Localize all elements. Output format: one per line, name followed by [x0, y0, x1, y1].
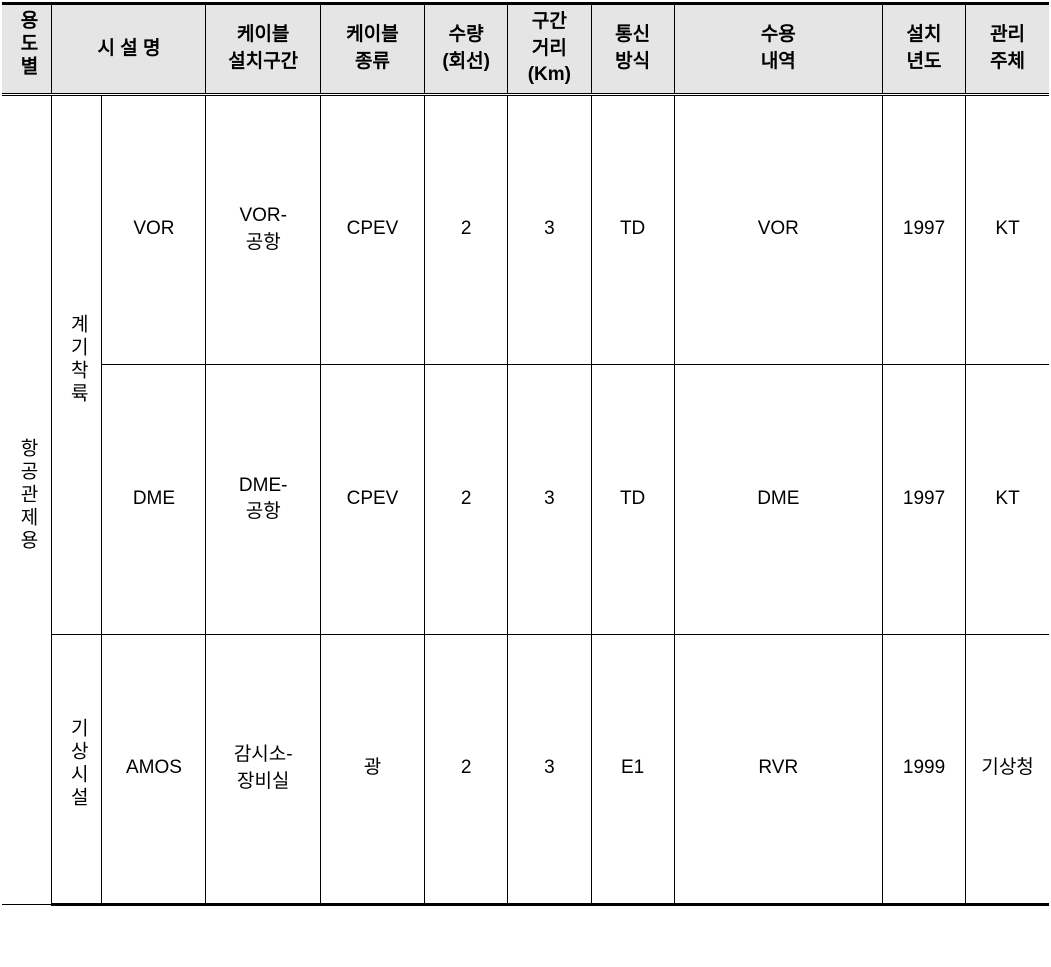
cell-manager: KT — [966, 364, 1049, 634]
header-manager: 관리주체 — [966, 4, 1049, 95]
header-comm-method: 통신방식 — [591, 4, 674, 95]
cell-manager: KT — [966, 94, 1049, 364]
cell-category: 계기착륙 — [52, 94, 102, 634]
cell-content: DME — [674, 364, 882, 634]
header-facility-name: 시 설 명 — [52, 4, 206, 95]
cell-content: RVR — [674, 634, 882, 904]
header-content: 수용내역 — [674, 4, 882, 95]
cell-category: 기상시설 — [52, 634, 102, 904]
cell-manager: 기상청 — [966, 634, 1049, 904]
header-quantity: 수량(회선) — [425, 4, 508, 95]
cell-install-year: 1997 — [882, 94, 965, 364]
table-row: 기상시설 AMOS 감시소-장비실 광 2 3 E1 RVR 1999 기상청 — [2, 634, 1049, 904]
cell-cable-type: CPEV — [320, 364, 424, 634]
table-row: DME DME-공항 CPEV 2 3 TD DME 1997 KT — [2, 364, 1049, 634]
cell-distance: 3 — [508, 94, 591, 364]
cell-cable-type: 광 — [320, 634, 424, 904]
header-install-year: 설치년도 — [882, 4, 965, 95]
header-purpose: 용도별 — [2, 4, 52, 95]
cell-install-year: 1999 — [882, 634, 965, 904]
header-distance: 구간거리(Km) — [508, 4, 591, 95]
cell-facility: AMOS — [102, 634, 206, 904]
table-row: 항공관제용 계기착륙 VOR VOR-공항 CPEV 2 3 TD VOR 19… — [2, 94, 1049, 364]
cell-install-year: 1997 — [882, 364, 965, 634]
header-cable-section: 케이블설치구간 — [206, 4, 320, 95]
table-header-row: 용도별 시 설 명 케이블설치구간 케이블종류 수량(회선) 구간거리(Km) … — [2, 4, 1049, 95]
cell-comm-method: TD — [591, 364, 674, 634]
cable-facility-table: 용도별 시 설 명 케이블설치구간 케이블종류 수량(회선) 구간거리(Km) … — [2, 2, 1049, 906]
cell-quantity: 2 — [425, 364, 508, 634]
cell-facility: VOR — [102, 94, 206, 364]
cell-comm-method: TD — [591, 94, 674, 364]
cell-purpose: 항공관제용 — [2, 94, 52, 904]
cell-facility: DME — [102, 364, 206, 634]
header-cable-type: 케이블종류 — [320, 4, 424, 95]
cell-comm-method: E1 — [591, 634, 674, 904]
cell-quantity: 2 — [425, 634, 508, 904]
cell-distance: 3 — [508, 634, 591, 904]
cell-section: DME-공항 — [206, 364, 320, 634]
cell-quantity: 2 — [425, 94, 508, 364]
cell-content: VOR — [674, 94, 882, 364]
cell-distance: 3 — [508, 364, 591, 634]
cell-section: VOR-공항 — [206, 94, 320, 364]
cell-cable-type: CPEV — [320, 94, 424, 364]
cell-section: 감시소-장비실 — [206, 634, 320, 904]
